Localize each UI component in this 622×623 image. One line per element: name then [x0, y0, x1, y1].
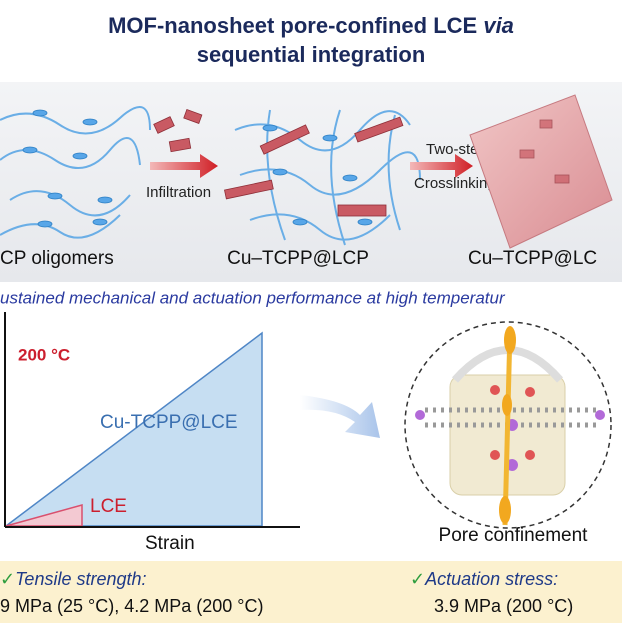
step-crosslinking: Crosslinking	[414, 175, 496, 192]
oligomers	[0, 106, 151, 239]
step-two-step: Two-step	[426, 141, 487, 158]
label-lce: Cu–TCPP@LC	[468, 248, 597, 269]
step-infiltration: Infiltration	[146, 184, 211, 201]
temperature: 200 °C	[18, 345, 70, 364]
actuation-heading: ✓Actuation stress:	[410, 569, 558, 589]
label-oligomers: CP oligomers	[0, 248, 114, 269]
footer-panel	[0, 561, 622, 623]
nanosheets-free	[153, 108, 203, 153]
pore-illustration	[415, 326, 605, 526]
tensile-heading: ✓Tensile strength:	[0, 569, 147, 589]
title-line-1: MOF-nanosheet pore-confined LCE via	[108, 13, 514, 38]
arrow-to-pore	[300, 395, 380, 438]
actuation-value: 3.9 MPa (200 °C)	[434, 596, 573, 616]
film	[469, 94, 613, 249]
label-lcp: Cu–TCPP@LCP	[227, 248, 369, 269]
network-lcp	[224, 109, 421, 246]
x-axis-label: Strain	[145, 533, 195, 554]
arrow-crosslinking	[410, 154, 473, 178]
label-lce-small: LCE	[90, 496, 127, 517]
subtitle: ustained mechanical and actuation perfor…	[0, 288, 506, 307]
title-line-2: sequential integration	[197, 42, 426, 67]
tensile-value: 9 MPa (25 °C), 4.2 MPa (200 °C)	[0, 596, 264, 616]
label-cu-tcpp-lce: Cu-TCPP@LCE	[100, 412, 238, 433]
arrow-infiltration	[150, 154, 218, 178]
pore-caption: Pore confinement	[439, 525, 589, 546]
